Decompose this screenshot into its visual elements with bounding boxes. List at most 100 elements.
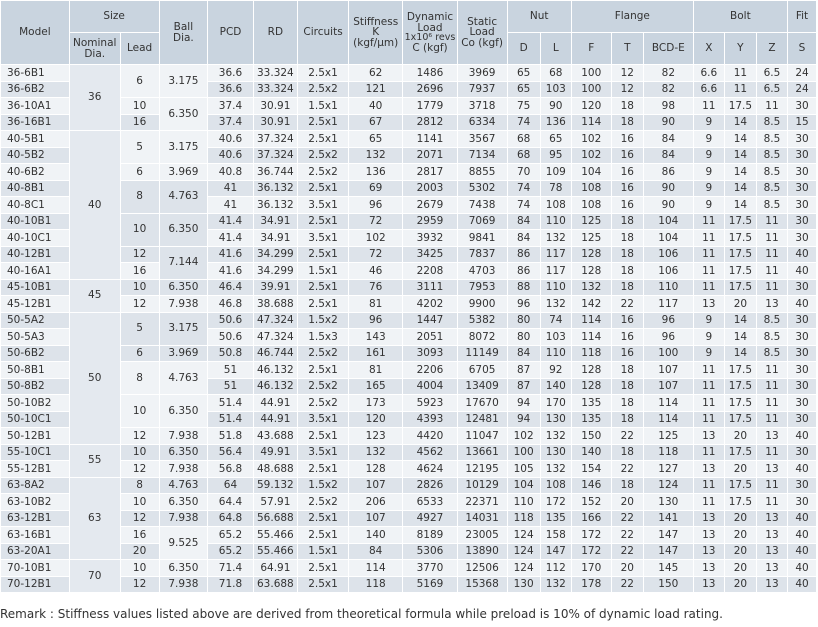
header-nominal-dia: Nominal Dia.: [68, 32, 121, 65]
cell-model: 50-10B2: [0, 394, 70, 412]
header-bolt-x: X: [692, 32, 725, 65]
cell-nut-d: 80: [506, 328, 541, 346]
cell-bolt-z: 8.5: [755, 344, 789, 362]
cell-nut-d: 70: [506, 163, 541, 181]
cell-nut-l: 90: [539, 97, 572, 115]
cell-flange-t: 18: [610, 278, 644, 296]
table-row: 36-16B1 16 37.4 30.91 2.5x1 67 2812 6334 74 136 11…: [0, 113, 817, 131]
cell-rd: 33.324: [252, 80, 299, 98]
cell-fit-s: 40: [787, 526, 817, 544]
ballscrew-spec-table: Model Size Ball Dia. PCD RD Circuits Sti…: [0, 0, 817, 593]
cell-flange-t: 22: [610, 575, 644, 593]
cell-stiffness: 102: [348, 229, 404, 247]
cell-pcd: 41: [207, 179, 254, 197]
cell-lead: 12: [119, 575, 160, 593]
cell-flange-t: 22: [610, 526, 644, 544]
cell-flange-f: 125: [570, 229, 612, 247]
cell-model: 50-12B1: [0, 427, 70, 445]
cell-flange-bcd: 82: [642, 64, 694, 82]
cell-pcd: 41: [207, 196, 254, 214]
cell-pcd: 50.6: [207, 311, 254, 329]
cell-bolt-y: 17.5: [723, 493, 757, 511]
cell-pcd: 41.6: [207, 262, 254, 280]
cell-flange-t: 16: [610, 146, 644, 164]
cell-flange-t: 16: [610, 311, 644, 329]
cell-flange-bcd: 82: [642, 80, 694, 98]
cell-bolt-y: 20: [723, 460, 757, 478]
cell-circuits: 2.5x2: [297, 493, 350, 511]
cell-nut-l: 108: [539, 196, 572, 214]
header-stiffness-line: Stiffness: [353, 15, 399, 28]
cell-pcd: 40.6: [207, 146, 254, 164]
cell-rd: 38.688: [252, 295, 299, 313]
cell-circuits: 3.5x1: [297, 443, 350, 461]
header-ball-dia-line: Dia.: [172, 31, 194, 44]
header-flange-t: T: [610, 32, 644, 65]
cell-lead: 16: [119, 526, 160, 544]
cell-model: 55-10C1: [0, 443, 70, 461]
cell-bolt-y: 17.5: [723, 229, 757, 247]
cell-dynamic-load: 4420: [402, 427, 458, 445]
table-row: 40-10B1 10 6.350 41.4 34.91 2.5x1 72 2959 7069 84…: [0, 212, 817, 247]
header-stiffness: Stiffness K (kgf/μm): [348, 0, 404, 65]
cell-fit-s: 30: [787, 212, 817, 230]
cell-bolt-x: 9: [692, 130, 725, 148]
cell-nut-l: 103: [539, 328, 572, 346]
cell-flange-f: 108: [570, 196, 612, 214]
cell-bolt-y: 20: [723, 509, 757, 527]
cell-model: 70-12B1: [0, 575, 70, 593]
cell-nut-d: 105: [506, 460, 541, 478]
cell-bolt-y: 17.5: [723, 394, 757, 412]
cell-bolt-x: 11: [692, 493, 725, 511]
cell-static-load: 9900: [456, 295, 508, 313]
cell-nut-d: 130: [506, 575, 541, 593]
cell-bolt-y: 14: [723, 130, 757, 148]
cell-model: 45-12B1: [0, 295, 70, 313]
table-row: 40-16A1 16 41.6 34.299 1.5x1 46 2208 4703 86 117 1…: [0, 262, 817, 280]
cell-dynamic-load: 2817: [402, 163, 458, 181]
cell-static-load: 23005: [456, 526, 508, 544]
cell-bolt-z: 8.5: [755, 113, 789, 131]
cell-stiffness: 107: [348, 476, 404, 494]
cell-flange-bcd: 124: [642, 476, 694, 494]
cell-model: 63-16B1: [0, 526, 70, 544]
cell-bolt-z: 13: [755, 427, 789, 445]
cell-static-load: 7069: [456, 212, 508, 230]
cell-bolt-y: 17.5: [723, 212, 757, 230]
cell-flange-f: 172: [570, 526, 612, 544]
cell-static-load: 7438: [456, 196, 508, 214]
cell-nut-l: 130: [539, 410, 572, 428]
cell-flange-t: 18: [610, 443, 644, 461]
cell-dynamic-load: 2208: [402, 262, 458, 280]
cell-model: 50-10C1: [0, 410, 70, 428]
cell-pcd: 51.4: [207, 410, 254, 428]
cell-bolt-z: 11: [755, 212, 789, 230]
cell-bolt-z: 11: [755, 493, 789, 511]
cell-bolt-x: 13: [692, 575, 725, 593]
cell-ball-dia: 7.938: [158, 460, 209, 478]
table-row: 50-6B2 6 3.969 50.8 46.744 2.5x2 161 3093 11149 8…: [0, 344, 817, 362]
cell-fit-s: 40: [787, 542, 817, 560]
cell-static-load: 7837: [456, 245, 508, 263]
table-row: 50-5A3 50.6 47.324 1.5x3 143 2051 8072 80 103 114…: [0, 328, 817, 346]
cell-model: 45-10B1: [0, 278, 70, 296]
cell-pcd: 64: [207, 476, 254, 494]
cell-bolt-x: 11: [692, 97, 725, 115]
cell-nut-l: 136: [539, 113, 572, 131]
cell-stiffness: 84: [348, 542, 404, 560]
cell-bolt-z: 13: [755, 559, 789, 577]
cell-dynamic-load: 1141: [402, 130, 458, 148]
cell-bolt-x: 9: [692, 344, 725, 362]
header-fit-s: S: [787, 32, 817, 65]
cell-flange-t: 18: [610, 377, 644, 395]
cell-static-load: 3567: [456, 130, 508, 148]
cell-flange-f: 102: [570, 146, 612, 164]
cell-nut-d: 68: [506, 130, 541, 148]
cell-stiffness: 62: [348, 64, 404, 82]
cell-nut-d: 110: [506, 493, 541, 511]
cell-bolt-x: 11: [692, 377, 725, 395]
header-dynamic-load-line: C (kgf): [412, 41, 448, 54]
cell-circuits: 2.5x1: [297, 295, 350, 313]
header-dynamic-load-line: Dynamic: [406, 11, 454, 23]
cell-bolt-z: 11: [755, 476, 789, 494]
